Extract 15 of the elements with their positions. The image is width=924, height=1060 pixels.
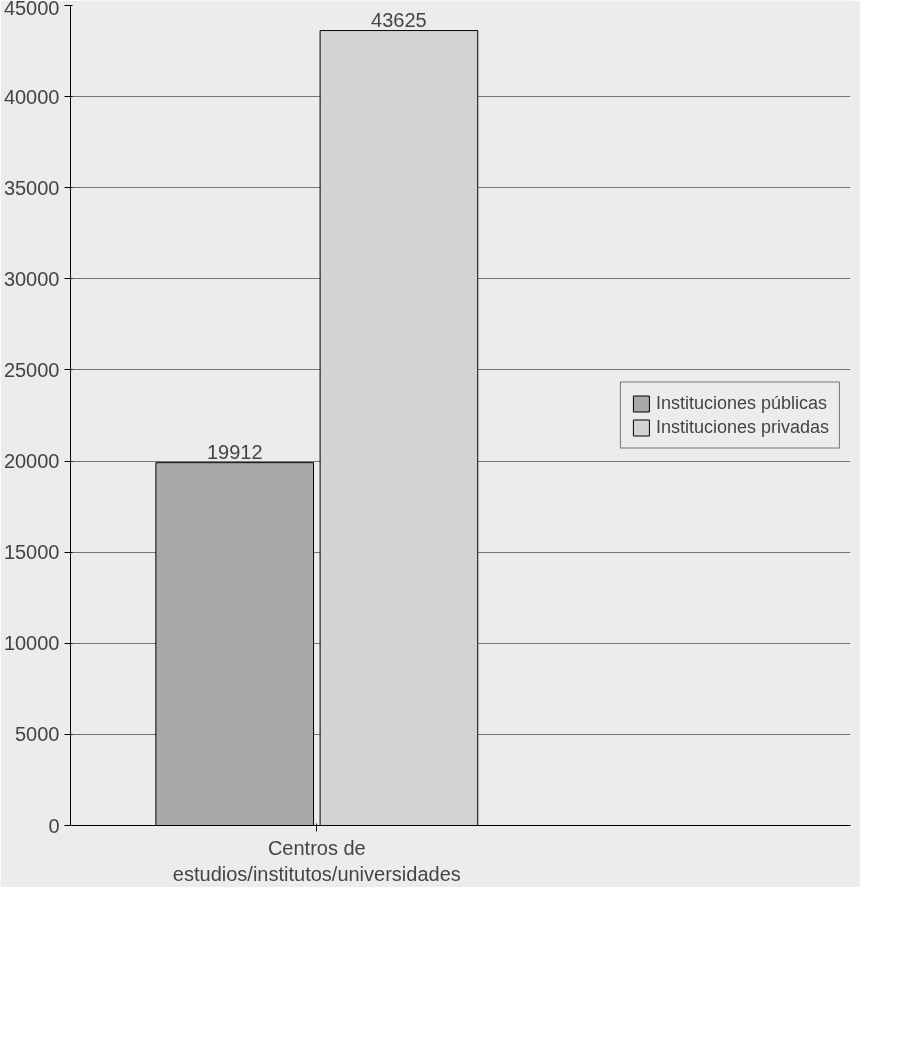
y-tick-label: 30000 (3, 267, 60, 290)
y-tick-label: 45000 (3, 0, 60, 19)
y-tick-label: 10000 (3, 632, 60, 655)
y-tick-label: 35000 (3, 176, 60, 199)
y-tick-label: 25000 (3, 358, 60, 381)
data-label: 19912 (206, 440, 263, 463)
data-label: 43625 (371, 8, 427, 31)
y-tick-label: 5000 (15, 723, 60, 746)
y-tick-label: 40000 (3, 85, 60, 108)
y-tick-label: 20000 (3, 450, 60, 473)
legend-label: Instituciones privadas (655, 416, 829, 438)
y-tick-label: 15000 (3, 541, 60, 564)
y-tick-label: 0 (48, 814, 60, 837)
legend-label: Instituciones públicas (655, 392, 828, 414)
x-tick-label: Centros de estudios/institutos/universidades (172, 836, 461, 885)
